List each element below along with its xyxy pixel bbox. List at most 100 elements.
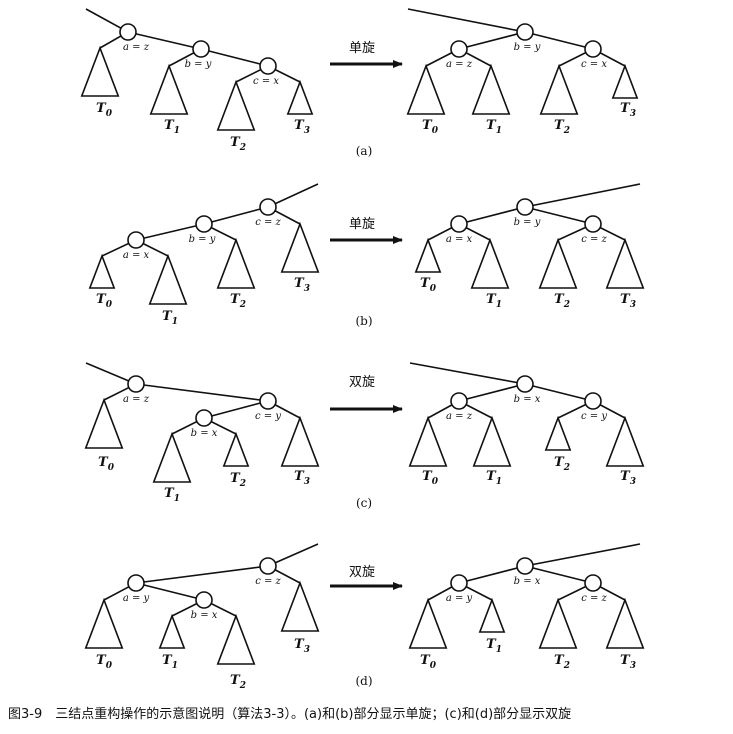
p2-after-edge-b-a: [458, 383, 526, 402]
p0-before-label-t0: T0: [96, 101, 113, 119]
p3-after-edge-b-c: [524, 565, 594, 584]
p2-before-label-a: a = z: [123, 394, 150, 405]
p2-before-node-b: [195, 409, 213, 427]
p2-after-label-c: c = y: [581, 411, 607, 422]
p0-before-label-t2: T2: [230, 135, 246, 153]
p1-before-node-a: [127, 231, 145, 249]
p2-before-subtree-t3: [280, 415, 320, 467]
p3-before-label-t3: T3: [294, 637, 310, 655]
p2-after-subtree-t3: [605, 415, 645, 467]
p3-before-label-t1: T1: [162, 653, 178, 671]
p1-after-node-c: [584, 215, 602, 233]
p1-before-subtree-t3: [280, 221, 320, 273]
p0-after-subtree-t1: [471, 63, 511, 115]
p3-before-node-b: [195, 591, 213, 609]
p3-after-label-b: b = x: [514, 576, 541, 587]
p0-after-subtree-t3: [611, 63, 639, 99]
p0-before-label-t1: T1: [164, 118, 180, 136]
p2-after-label-b: b = x: [514, 394, 541, 405]
p3-after-node-c: [584, 574, 602, 592]
p3-before-subtree-t1: [158, 613, 186, 649]
p3-before-label-t2: T2: [230, 673, 246, 691]
p3-before-edge-c-a: [135, 565, 269, 584]
p1-before-parent-edge: [267, 183, 319, 208]
p2-after-label-t0: T0: [422, 469, 439, 487]
p1-after-node-b: [516, 198, 534, 216]
p3-after-label-t2: T2: [554, 653, 570, 671]
p2-before-label-b: b = x: [191, 428, 218, 439]
p3-before-label-t0: T0: [96, 653, 113, 671]
p2-after-subtree-t0: [408, 415, 448, 467]
p3-before-parent-edge: [267, 543, 319, 567]
p2-after-edge-b-c: [524, 383, 594, 402]
p1-after-subtree-t0: [414, 237, 442, 273]
p1-before-subtree-t0: [88, 253, 116, 289]
p1-before-label-t3: T3: [294, 276, 310, 294]
p2-after-label-t3: T3: [620, 469, 636, 487]
p3-before-label-b: b = x: [191, 610, 218, 621]
p2-after-subtree-t1: [472, 415, 512, 467]
p1-after-label-b: b = y: [514, 217, 541, 228]
p0-before-label-t3: T3: [294, 118, 310, 136]
p2-after-parent-edge: [409, 362, 526, 385]
p3-after-parent-edge: [524, 543, 641, 567]
p2-operation-label: 双旋: [349, 375, 375, 390]
p2-before-subtree-t0: [84, 397, 124, 449]
p1-after-label-t1: T1: [486, 292, 502, 310]
p0-before-subtree-t1: [149, 63, 189, 115]
p1-before-node-b: [195, 215, 213, 233]
p0-after-subtree-t2: [539, 63, 579, 115]
p2-after-node-c: [584, 392, 602, 410]
p1-before-label-a: a = x: [123, 250, 150, 261]
p3-before-subtree-t3: [280, 580, 320, 632]
p2-before-label-t0: T0: [98, 455, 115, 473]
p0-before-label-a: a = z: [123, 42, 150, 53]
p1-after-edge-b-c: [524, 206, 594, 225]
p1-before-label-t2: T2: [230, 292, 246, 310]
p0-after-label-t1: T1: [486, 118, 502, 136]
p2-before-subtree-t1: [152, 431, 192, 483]
p3-after-edge-b-a: [458, 565, 526, 584]
p0-after-edge-b-c: [524, 31, 594, 50]
p0-before-node-b: [192, 40, 210, 58]
p0-after-label-a: a = z: [446, 59, 473, 70]
p2-after-label-t1: T1: [486, 469, 502, 487]
p2-before-node-c: [259, 392, 277, 410]
p1-after-label-t0: T0: [420, 276, 437, 294]
p0-before-subtree-t3: [286, 79, 314, 115]
p2-after-node-b: [516, 375, 534, 393]
p3-after-label-t3: T3: [620, 653, 636, 671]
p3-before-label-c: c = z: [255, 576, 281, 587]
p3-operation-label: 双旋: [349, 565, 375, 580]
p0-after-node-b: [516, 23, 534, 41]
p2-before-edge-c-b: [203, 400, 269, 419]
p3-before-label-a: a = y: [123, 593, 150, 604]
p2-before-subtree-t2: [222, 431, 250, 467]
p3-after-label-t0: T0: [420, 653, 437, 671]
p3-after-subtree-t0: [408, 597, 448, 649]
p3-after-label-t1: T1: [486, 637, 502, 655]
p2-after-subtree-t2: [544, 415, 572, 451]
p3-before-subtree-t0: [84, 597, 124, 649]
p2-before-label-c: c = y: [255, 411, 281, 422]
p3-before-node-c: [259, 557, 277, 575]
p2-before-node-a: [127, 375, 145, 393]
p2-before-edge-a-c: [135, 383, 269, 402]
p1-before-node-c: [259, 198, 277, 216]
p0-after-node-c: [584, 40, 602, 58]
p0-before-label-b: b = y: [185, 59, 212, 70]
p1-before-edge-c-b: [203, 206, 269, 225]
p1-after-label-t2: T2: [554, 292, 570, 310]
p0-after-label-t0: T0: [422, 118, 439, 136]
p2-after-label-a: a = z: [446, 411, 473, 422]
p1-before-edge-b-a: [135, 223, 205, 241]
p1-before-subtree-t2: [216, 237, 256, 289]
caption: 图3-9 三结点重构操作的示意图说明（算法3-3）。(a)和(b)部分显示单旋；…: [8, 706, 571, 722]
p2-before-label-t3: T3: [294, 469, 310, 487]
p0-before-subtree-t2: [216, 79, 256, 131]
p3-before-node-a: [127, 574, 145, 592]
p1-after-edge-b-a: [458, 206, 526, 225]
p3-before-edge-a-b: [135, 582, 205, 601]
p0-operation-label: 单旋: [349, 41, 375, 56]
